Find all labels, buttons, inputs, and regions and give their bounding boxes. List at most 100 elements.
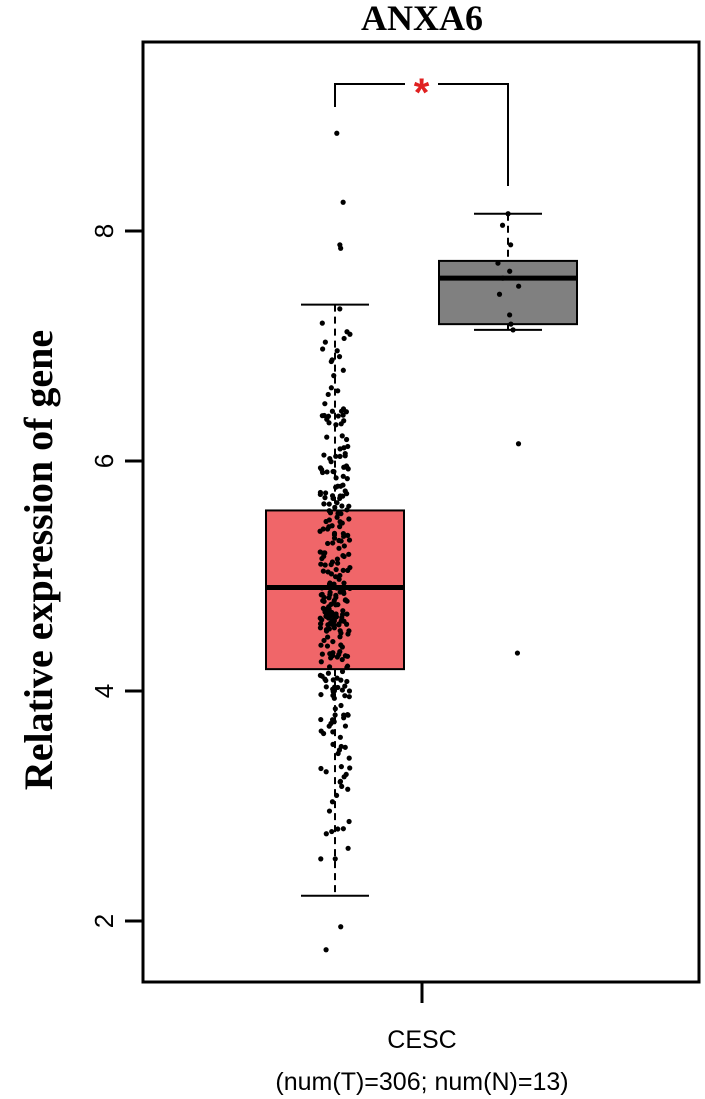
data-point (322, 495, 328, 501)
box-group-T (265, 130, 405, 953)
data-point (340, 552, 346, 559)
data-point (344, 664, 350, 671)
data-point (345, 712, 351, 718)
data-point (329, 828, 335, 835)
data-point (332, 856, 338, 862)
data-point (333, 592, 339, 599)
y-tick-label: 8 (89, 224, 119, 238)
data-point (333, 566, 339, 573)
data-point (334, 500, 340, 506)
data-point (515, 441, 522, 447)
outlier-point (323, 947, 329, 953)
data-point (339, 614, 345, 621)
data-point (341, 590, 347, 597)
data-point (330, 692, 336, 699)
significance-bracket: * (334, 71, 509, 186)
data-point (327, 510, 334, 516)
data-point (323, 769, 329, 775)
data-point (334, 675, 340, 681)
data-point (325, 391, 331, 398)
data-point (317, 625, 324, 631)
data-point (319, 585, 325, 591)
data-point (329, 408, 336, 414)
data-point (322, 339, 328, 345)
y-axis-label: Relative expression of gene (16, 330, 61, 790)
data-point (346, 628, 352, 634)
data-point (330, 638, 336, 645)
data-point (340, 826, 346, 832)
data-point (329, 493, 336, 499)
data-point (318, 765, 324, 772)
data-point (332, 706, 338, 712)
data-point (330, 468, 336, 475)
data-point (334, 348, 340, 354)
data-point (331, 719, 337, 725)
data-point (326, 595, 332, 601)
data-point (337, 493, 343, 499)
data-point (324, 434, 330, 440)
data-point (343, 436, 350, 443)
data-point (335, 413, 341, 419)
data-point (346, 755, 352, 761)
data-point (319, 413, 325, 419)
data-point (319, 651, 325, 657)
data-point (344, 611, 350, 617)
data-point (496, 291, 503, 297)
data-point (318, 691, 324, 698)
data-point (510, 327, 516, 333)
significance-star: * (414, 71, 430, 115)
data-point (346, 818, 352, 825)
data-point (320, 568, 326, 574)
data-point (318, 856, 324, 862)
data-point (341, 543, 347, 549)
data-point (342, 450, 348, 457)
data-point (317, 549, 323, 555)
y-tick-label: 2 (89, 914, 119, 928)
data-point (507, 312, 513, 318)
data-point (333, 475, 339, 481)
data-point (339, 687, 345, 693)
data-point (337, 306, 343, 312)
data-point (321, 637, 327, 644)
data-point (336, 622, 342, 628)
data-point (342, 693, 348, 699)
data-point (326, 723, 332, 729)
data-point (337, 453, 343, 459)
outlier-point (338, 924, 344, 930)
data-point (338, 630, 344, 636)
data-point (323, 684, 329, 690)
data-point (347, 765, 353, 771)
data-point (337, 446, 343, 452)
data-point (324, 643, 331, 649)
data-point (336, 354, 343, 360)
data-point (323, 490, 329, 496)
data-point (328, 561, 334, 568)
data-point (495, 260, 501, 266)
data-point (346, 688, 353, 694)
data-point (323, 677, 329, 684)
data-point (325, 413, 332, 419)
data-point (339, 644, 345, 650)
data-point (328, 459, 334, 465)
data-point (325, 670, 332, 676)
data-point (325, 540, 331, 547)
data-point (329, 523, 335, 529)
data-point (322, 562, 328, 568)
data-point (328, 571, 334, 577)
data-point (499, 222, 506, 228)
data-point (341, 335, 347, 342)
data-point (326, 581, 333, 587)
data-point (334, 585, 340, 591)
data-point (342, 597, 349, 603)
data-point (345, 845, 351, 851)
y-tick-label: 6 (89, 454, 119, 468)
data-point (339, 520, 345, 526)
data-point (339, 783, 345, 789)
data-point (342, 744, 348, 750)
data-point (335, 483, 341, 489)
data-point (324, 469, 330, 475)
data-point (326, 420, 332, 426)
data-point (336, 537, 342, 544)
data-point (329, 799, 336, 805)
data-point (330, 653, 336, 659)
